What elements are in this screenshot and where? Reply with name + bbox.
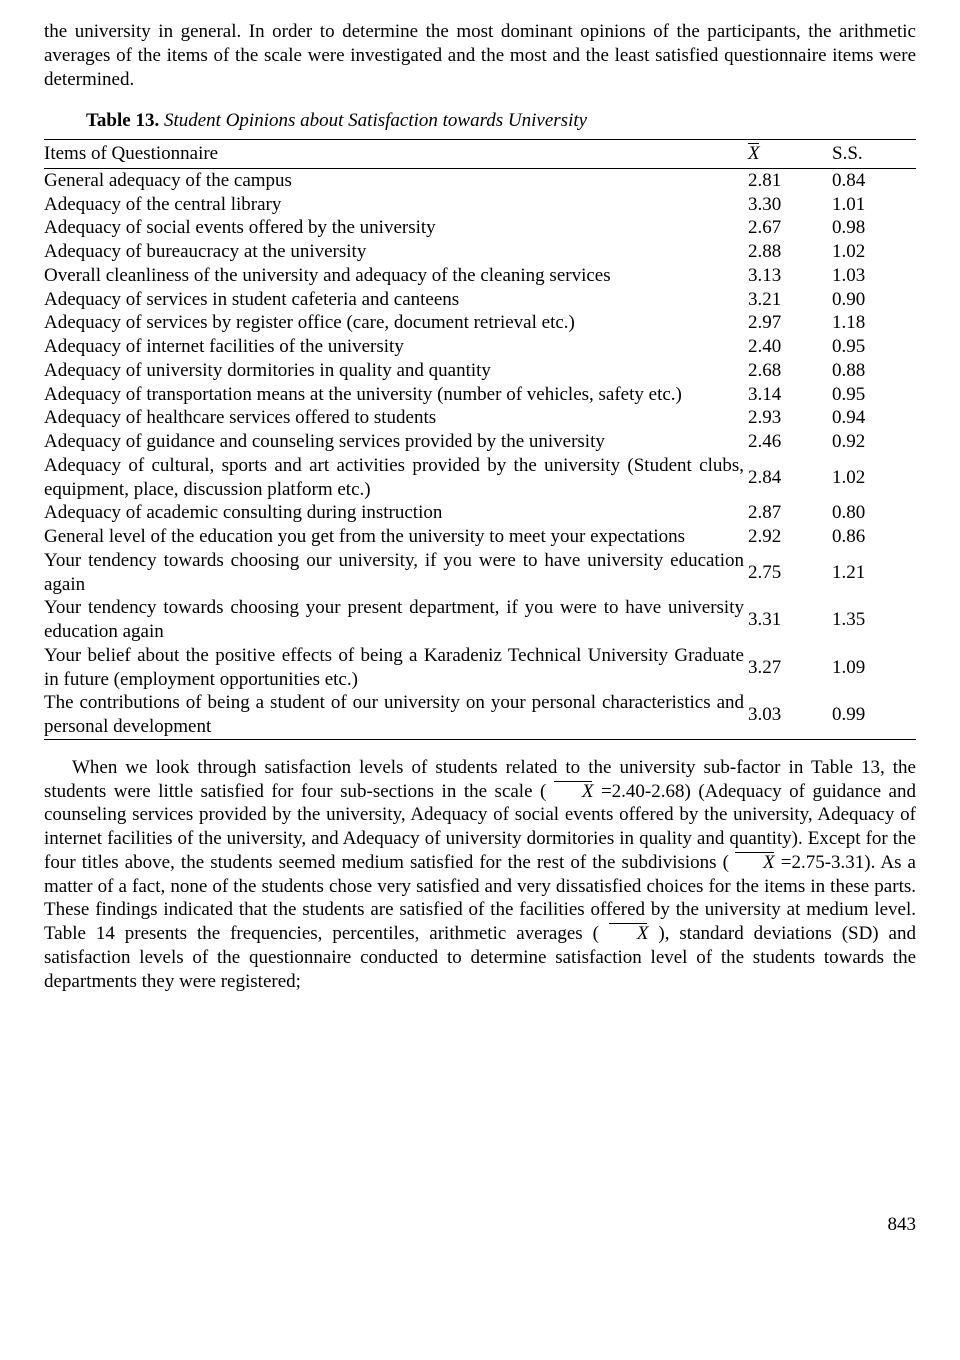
col-header-mean: X xyxy=(748,140,832,169)
cell-mean: 3.31 xyxy=(748,596,832,644)
table-row: The contributions of being a student of … xyxy=(44,691,916,739)
cell-mean: 3.14 xyxy=(748,383,832,407)
cell-ss: 0.90 xyxy=(832,288,916,312)
cell-ss: 0.86 xyxy=(832,525,916,549)
cell-ss: 0.99 xyxy=(832,691,916,739)
cell-ss: 0.80 xyxy=(832,501,916,525)
table-row: Overall cleanliness of the university an… xyxy=(44,264,916,288)
table-row: Your tendency towards choosing your pres… xyxy=(44,596,916,644)
cell-mean: 2.67 xyxy=(748,216,832,240)
cell-mean: 3.03 xyxy=(748,691,832,739)
cell-item: Adequacy of academic consulting during i… xyxy=(44,501,748,525)
cell-item: Your tendency towards choosing your pres… xyxy=(44,596,748,644)
table-title: Student Opinions about Satisfaction towa… xyxy=(164,110,587,131)
cell-mean: 2.87 xyxy=(748,501,832,525)
cell-mean: 2.88 xyxy=(748,240,832,264)
table-row: Adequacy of cultural, sports and art act… xyxy=(44,454,916,502)
cell-ss: 1.21 xyxy=(832,549,916,597)
cell-item: Adequacy of social events offered by the… xyxy=(44,216,748,240)
table-row: Adequacy of university dormitories in qu… xyxy=(44,359,916,383)
cell-ss: 1.02 xyxy=(832,454,916,502)
table-caption: Table 13. Student Opinions about Satisfa… xyxy=(44,109,916,133)
cell-mean: 3.21 xyxy=(748,288,832,312)
cell-item: Overall cleanliness of the university an… xyxy=(44,264,748,288)
table-row: Adequacy of services in student cafeteri… xyxy=(44,288,916,312)
table-row: Adequacy of academic consulting during i… xyxy=(44,501,916,525)
cell-item: General level of the education you get f… xyxy=(44,525,748,549)
table-row: Your tendency towards choosing our unive… xyxy=(44,549,916,597)
cell-mean: 2.68 xyxy=(748,359,832,383)
cell-ss: 0.95 xyxy=(832,383,916,407)
cell-mean: 2.75 xyxy=(748,549,832,597)
cell-mean: 2.81 xyxy=(748,168,832,192)
table-row: Adequacy of bureaucracy at the universit… xyxy=(44,240,916,264)
table-row: General adequacy of the campus2.810.84 xyxy=(44,168,916,192)
table-row: Adequacy of the central library3.301.01 xyxy=(44,193,916,217)
cell-item: Your belief about the positive effects o… xyxy=(44,644,748,692)
table-row: Adequacy of social events offered by the… xyxy=(44,216,916,240)
cell-mean: 3.13 xyxy=(748,264,832,288)
cell-item: Adequacy of guidance and counseling serv… xyxy=(44,430,748,454)
table-row: Adequacy of healthcare services offered … xyxy=(44,406,916,430)
col-header-ss: S.S. xyxy=(832,140,916,169)
xbar-symbol: X xyxy=(609,922,649,946)
cell-mean: 3.27 xyxy=(748,644,832,692)
cell-item: The contributions of being a student of … xyxy=(44,691,748,739)
cell-ss: 1.18 xyxy=(832,311,916,335)
cell-mean: 2.46 xyxy=(748,430,832,454)
table-label: Table 13. xyxy=(86,110,159,131)
cell-mean: 2.93 xyxy=(748,406,832,430)
cell-ss: 0.84 xyxy=(832,168,916,192)
cell-ss: 0.98 xyxy=(832,216,916,240)
xbar-symbol: X xyxy=(735,851,775,875)
cell-item: Adequacy of bureaucracy at the universit… xyxy=(44,240,748,264)
cell-item: Adequacy of cultural, sports and art act… xyxy=(44,454,748,502)
cell-ss: 0.88 xyxy=(832,359,916,383)
cell-ss: 1.03 xyxy=(832,264,916,288)
table-row: Adequacy of internet facilities of the u… xyxy=(44,335,916,359)
cell-ss: 1.35 xyxy=(832,596,916,644)
cell-item: General adequacy of the campus xyxy=(44,168,748,192)
cell-ss: 0.94 xyxy=(832,406,916,430)
cell-item: Adequacy of services by register office … xyxy=(44,311,748,335)
cell-mean: 2.97 xyxy=(748,311,832,335)
satisfaction-table: Items of Questionnaire X S.S. General ad… xyxy=(44,139,916,740)
table-row: General level of the education you get f… xyxy=(44,525,916,549)
table-row: Adequacy of services by register office … xyxy=(44,311,916,335)
cell-mean: 2.84 xyxy=(748,454,832,502)
cell-item: Adequacy of services in student cafeteri… xyxy=(44,288,748,312)
cell-ss: 0.92 xyxy=(832,430,916,454)
cell-ss: 1.01 xyxy=(832,193,916,217)
cell-mean: 2.40 xyxy=(748,335,832,359)
cell-item: Adequacy of the central library xyxy=(44,193,748,217)
table-header-row: Items of Questionnaire X S.S. xyxy=(44,140,916,169)
col-header-item: Items of Questionnaire xyxy=(44,140,748,169)
intro-paragraph: the university in general. In order to d… xyxy=(44,20,916,91)
discussion-paragraph: When we look through satisfaction levels… xyxy=(44,756,916,994)
cell-item: Adequacy of internet facilities of the u… xyxy=(44,335,748,359)
cell-item: Adequacy of healthcare services offered … xyxy=(44,406,748,430)
cell-item: Adequacy of transportation means at the … xyxy=(44,383,748,407)
cell-item: Adequacy of university dormitories in qu… xyxy=(44,359,748,383)
cell-ss: 0.95 xyxy=(832,335,916,359)
cell-ss: 1.02 xyxy=(832,240,916,264)
cell-ss: 1.09 xyxy=(832,644,916,692)
cell-item: Your tendency towards choosing our unive… xyxy=(44,549,748,597)
page-number: 843 xyxy=(44,1213,916,1237)
table-row: Your belief about the positive effects o… xyxy=(44,644,916,692)
table-row: Adequacy of transportation means at the … xyxy=(44,383,916,407)
cell-mean: 2.92 xyxy=(748,525,832,549)
table-row: Adequacy of guidance and counseling serv… xyxy=(44,430,916,454)
xbar-symbol: X xyxy=(554,780,594,804)
cell-mean: 3.30 xyxy=(748,193,832,217)
